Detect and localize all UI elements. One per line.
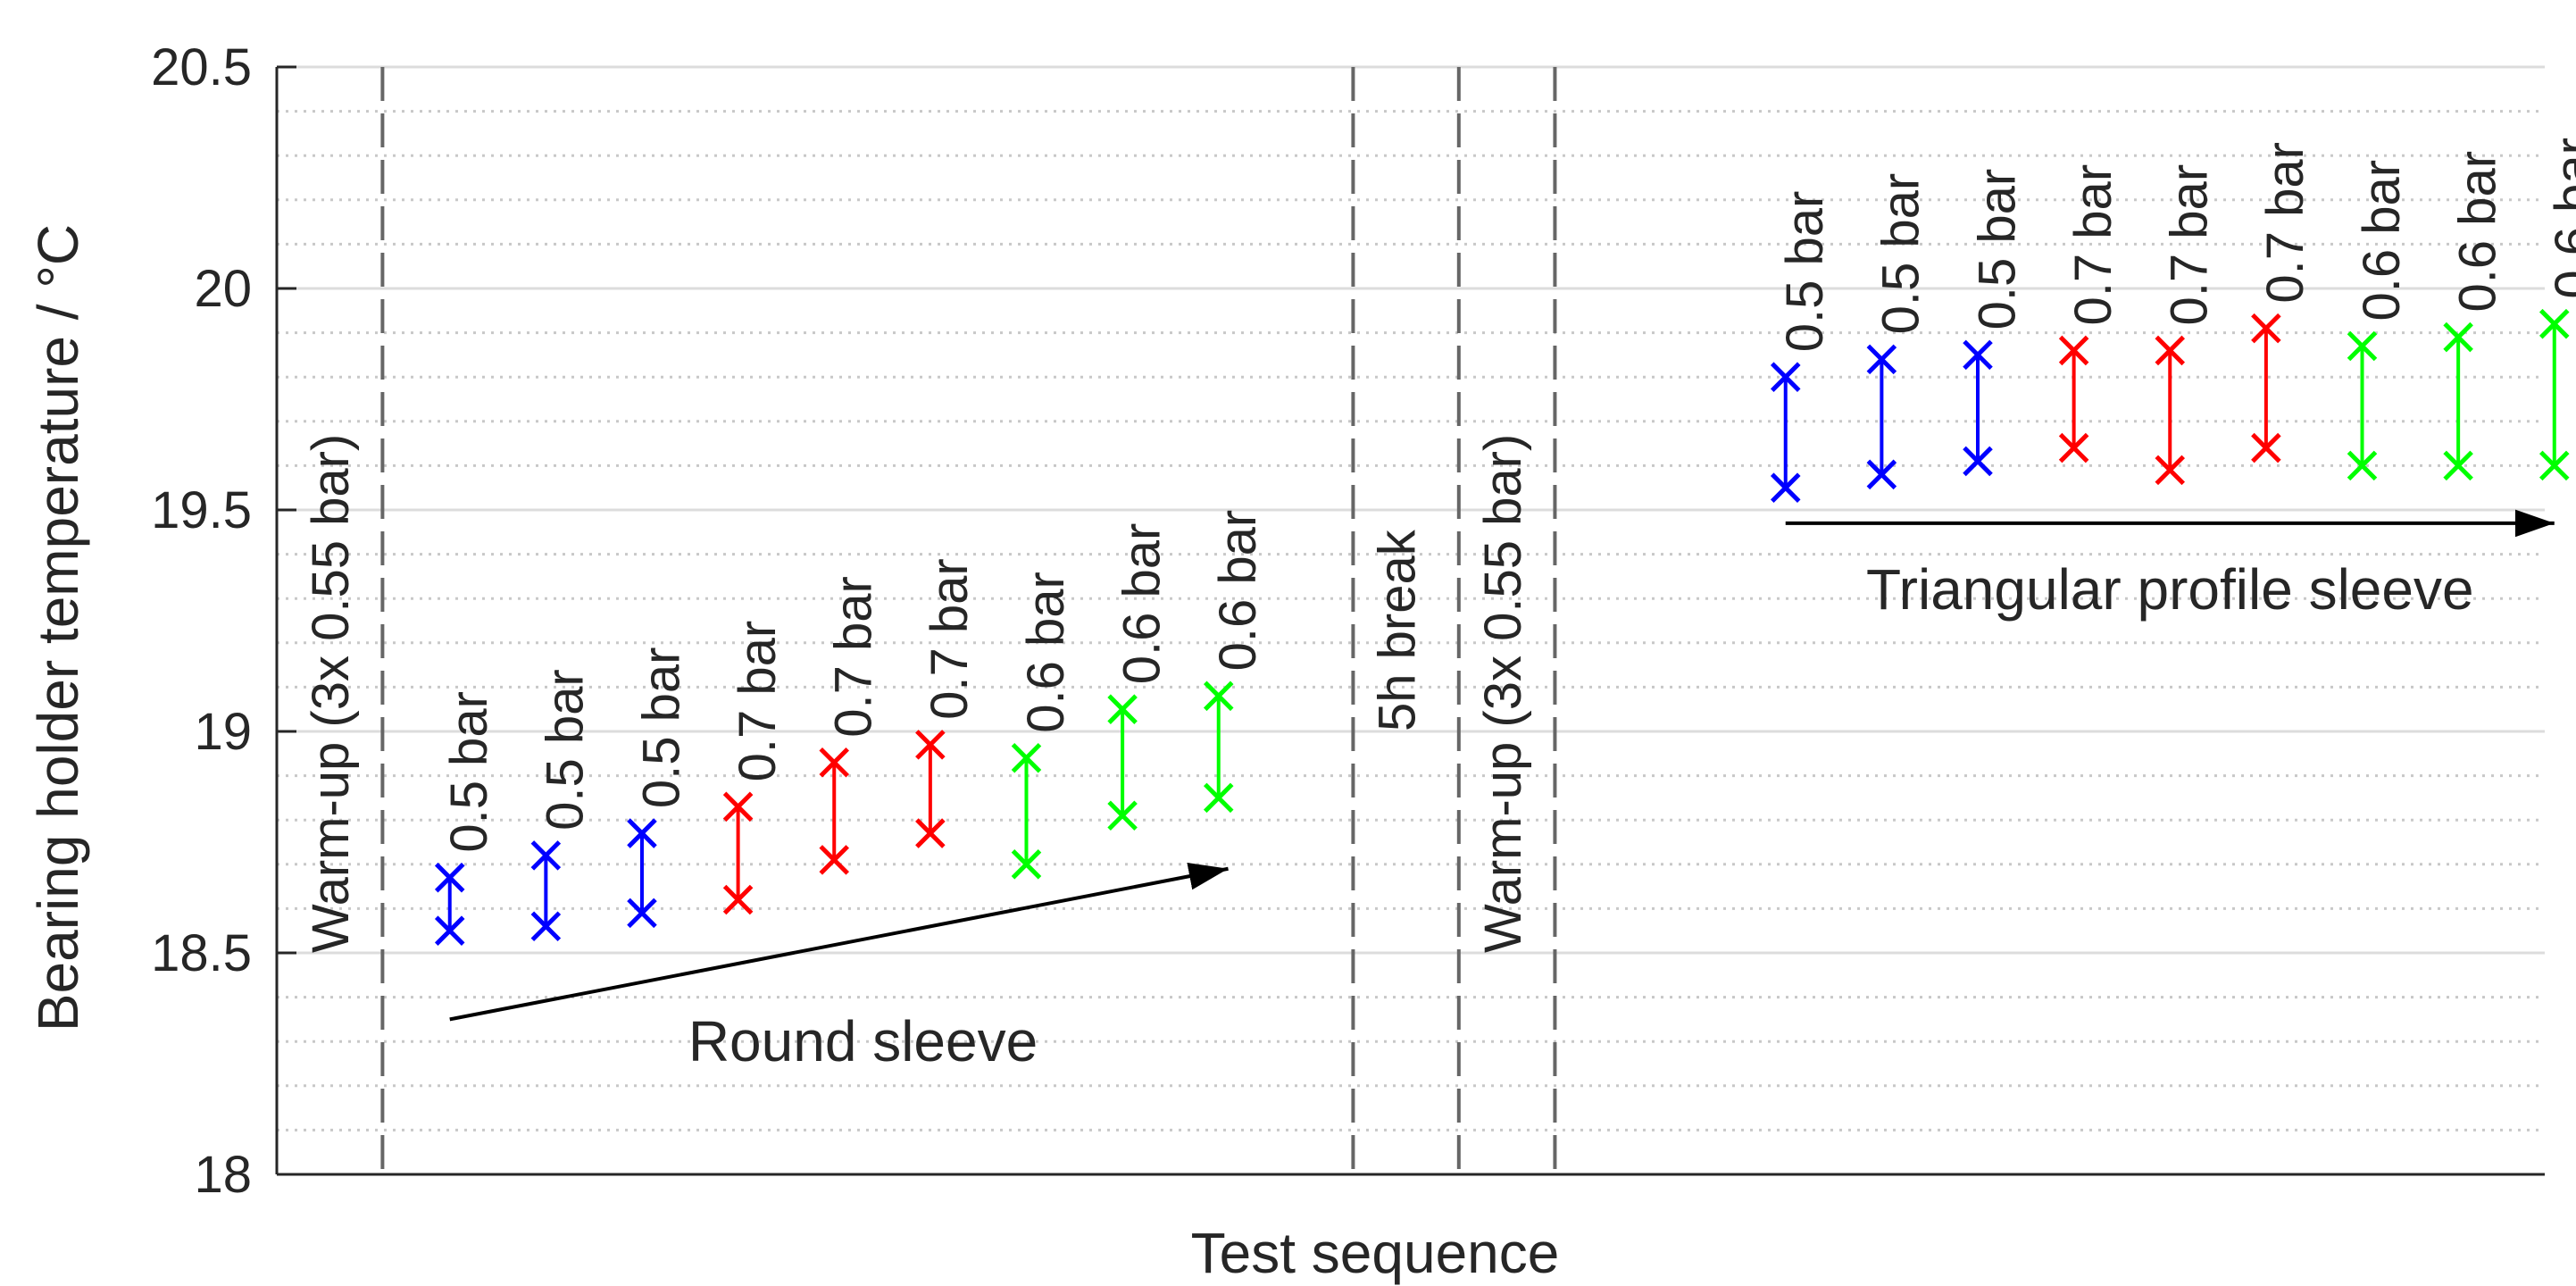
high-marker (1770, 362, 1801, 392)
high-marker (2443, 322, 2473, 353)
high-marker (530, 840, 562, 871)
low-marker (819, 845, 850, 875)
phase-label: 5h break (1369, 529, 1427, 731)
y-tick-label: 19 (194, 703, 252, 761)
data-label: 0.7 bar (825, 576, 883, 738)
low-marker (2251, 432, 2281, 463)
high-marker (1963, 339, 1993, 371)
data-label: 0.6 bar (1017, 572, 1075, 733)
data-label: 0.5 bar (440, 691, 498, 853)
low-marker (627, 898, 657, 929)
annotation-arrow (449, 862, 1229, 1022)
high-marker (1011, 742, 1042, 773)
high-marker (819, 747, 850, 778)
data-label: 0.5 bar (1872, 173, 1930, 335)
y-tick-label: 18.5 (151, 924, 252, 982)
data-label: 0.6 bar (2448, 151, 2506, 313)
annotation-label: Round sleeve (688, 1009, 1038, 1073)
y-axis-label: Bearing holder temperature / °C (26, 224, 90, 1031)
low-marker (2538, 450, 2570, 481)
high-marker (1866, 344, 1897, 375)
x-axis-label: Test sequence (1191, 1221, 1560, 1285)
data-label: 0.5 bar (632, 647, 690, 809)
low-marker (1203, 782, 1234, 814)
data-label: 0.5 bar (1968, 169, 2026, 330)
high-marker (1203, 681, 1234, 712)
data-series (434, 308, 2570, 946)
y-tick-label: 20 (194, 260, 252, 318)
annotations: Warm-up (3x 0.55 bar) 5h break Warm-up (3x… (302, 434, 2555, 1073)
high-marker (2347, 330, 2378, 362)
low-marker (915, 818, 946, 848)
high-marker (915, 730, 946, 760)
low-marker (1866, 459, 1897, 490)
data-label: 0.5 bar (537, 669, 595, 831)
low-marker (1011, 849, 1042, 880)
data-label: 0.7 bar (2256, 142, 2314, 304)
low-marker (530, 911, 562, 942)
high-marker (434, 862, 465, 893)
low-marker (722, 884, 754, 915)
low-marker (434, 915, 465, 946)
high-marker (2155, 335, 2186, 366)
data-label: 0.6 bar (1113, 523, 1171, 685)
low-marker (1107, 800, 1138, 831)
phase-label: Warm-up (3x 0.55 bar) (1474, 434, 1532, 953)
high-marker (2538, 308, 2570, 339)
high-marker (627, 818, 657, 848)
data-labels: 0.5 bar 0.5 bar 0.5 bar 0.7 bar 0.7 bar 0.7 b… (440, 138, 2576, 853)
y-tick-label: 20.5 (151, 38, 252, 96)
low-marker (2347, 450, 2378, 481)
annotation-label: Triangular profile sleeve (1866, 557, 2474, 622)
phase-label: Warm-up (3x 0.55 bar) (302, 434, 360, 953)
data-label: 0.6 bar (1209, 510, 1267, 672)
data-label: 0.5 bar (1776, 191, 1834, 353)
low-marker (2058, 432, 2089, 463)
data-label: 0.6 bar (2545, 138, 2576, 299)
y-tick-label: 19.5 (151, 481, 252, 539)
data-label: 0.6 bar (2353, 160, 2411, 322)
high-marker (722, 791, 754, 823)
low-marker (2443, 450, 2473, 481)
data-label: 0.7 bar (729, 621, 787, 782)
low-marker (2155, 455, 2186, 486)
low-marker (1770, 472, 1801, 503)
data-label: 0.7 bar (2064, 164, 2122, 326)
y-tick-label: 18 (194, 1146, 252, 1204)
high-marker (2058, 335, 2089, 366)
low-marker (1963, 446, 1993, 477)
high-marker (2251, 313, 2281, 344)
high-marker (1107, 694, 1138, 724)
data-label: 0.7 bar (2161, 164, 2219, 326)
data-label: 0.7 bar (921, 558, 979, 720)
axes: 18 18.5 19 19.5 20 20.5 (151, 38, 2545, 1204)
